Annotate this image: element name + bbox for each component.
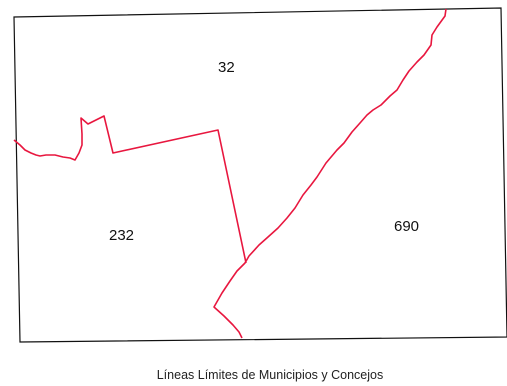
region-label-232: 232 xyxy=(109,227,134,244)
map-frame xyxy=(13,7,507,343)
municipal-boundary-west xyxy=(13,115,247,264)
region-label-32: 32 xyxy=(218,59,235,76)
municipal-boundary-east xyxy=(213,8,447,339)
region-label-690: 690 xyxy=(394,218,419,235)
map-caption: Líneas Límites de Municipios y Concejos xyxy=(156,368,384,382)
